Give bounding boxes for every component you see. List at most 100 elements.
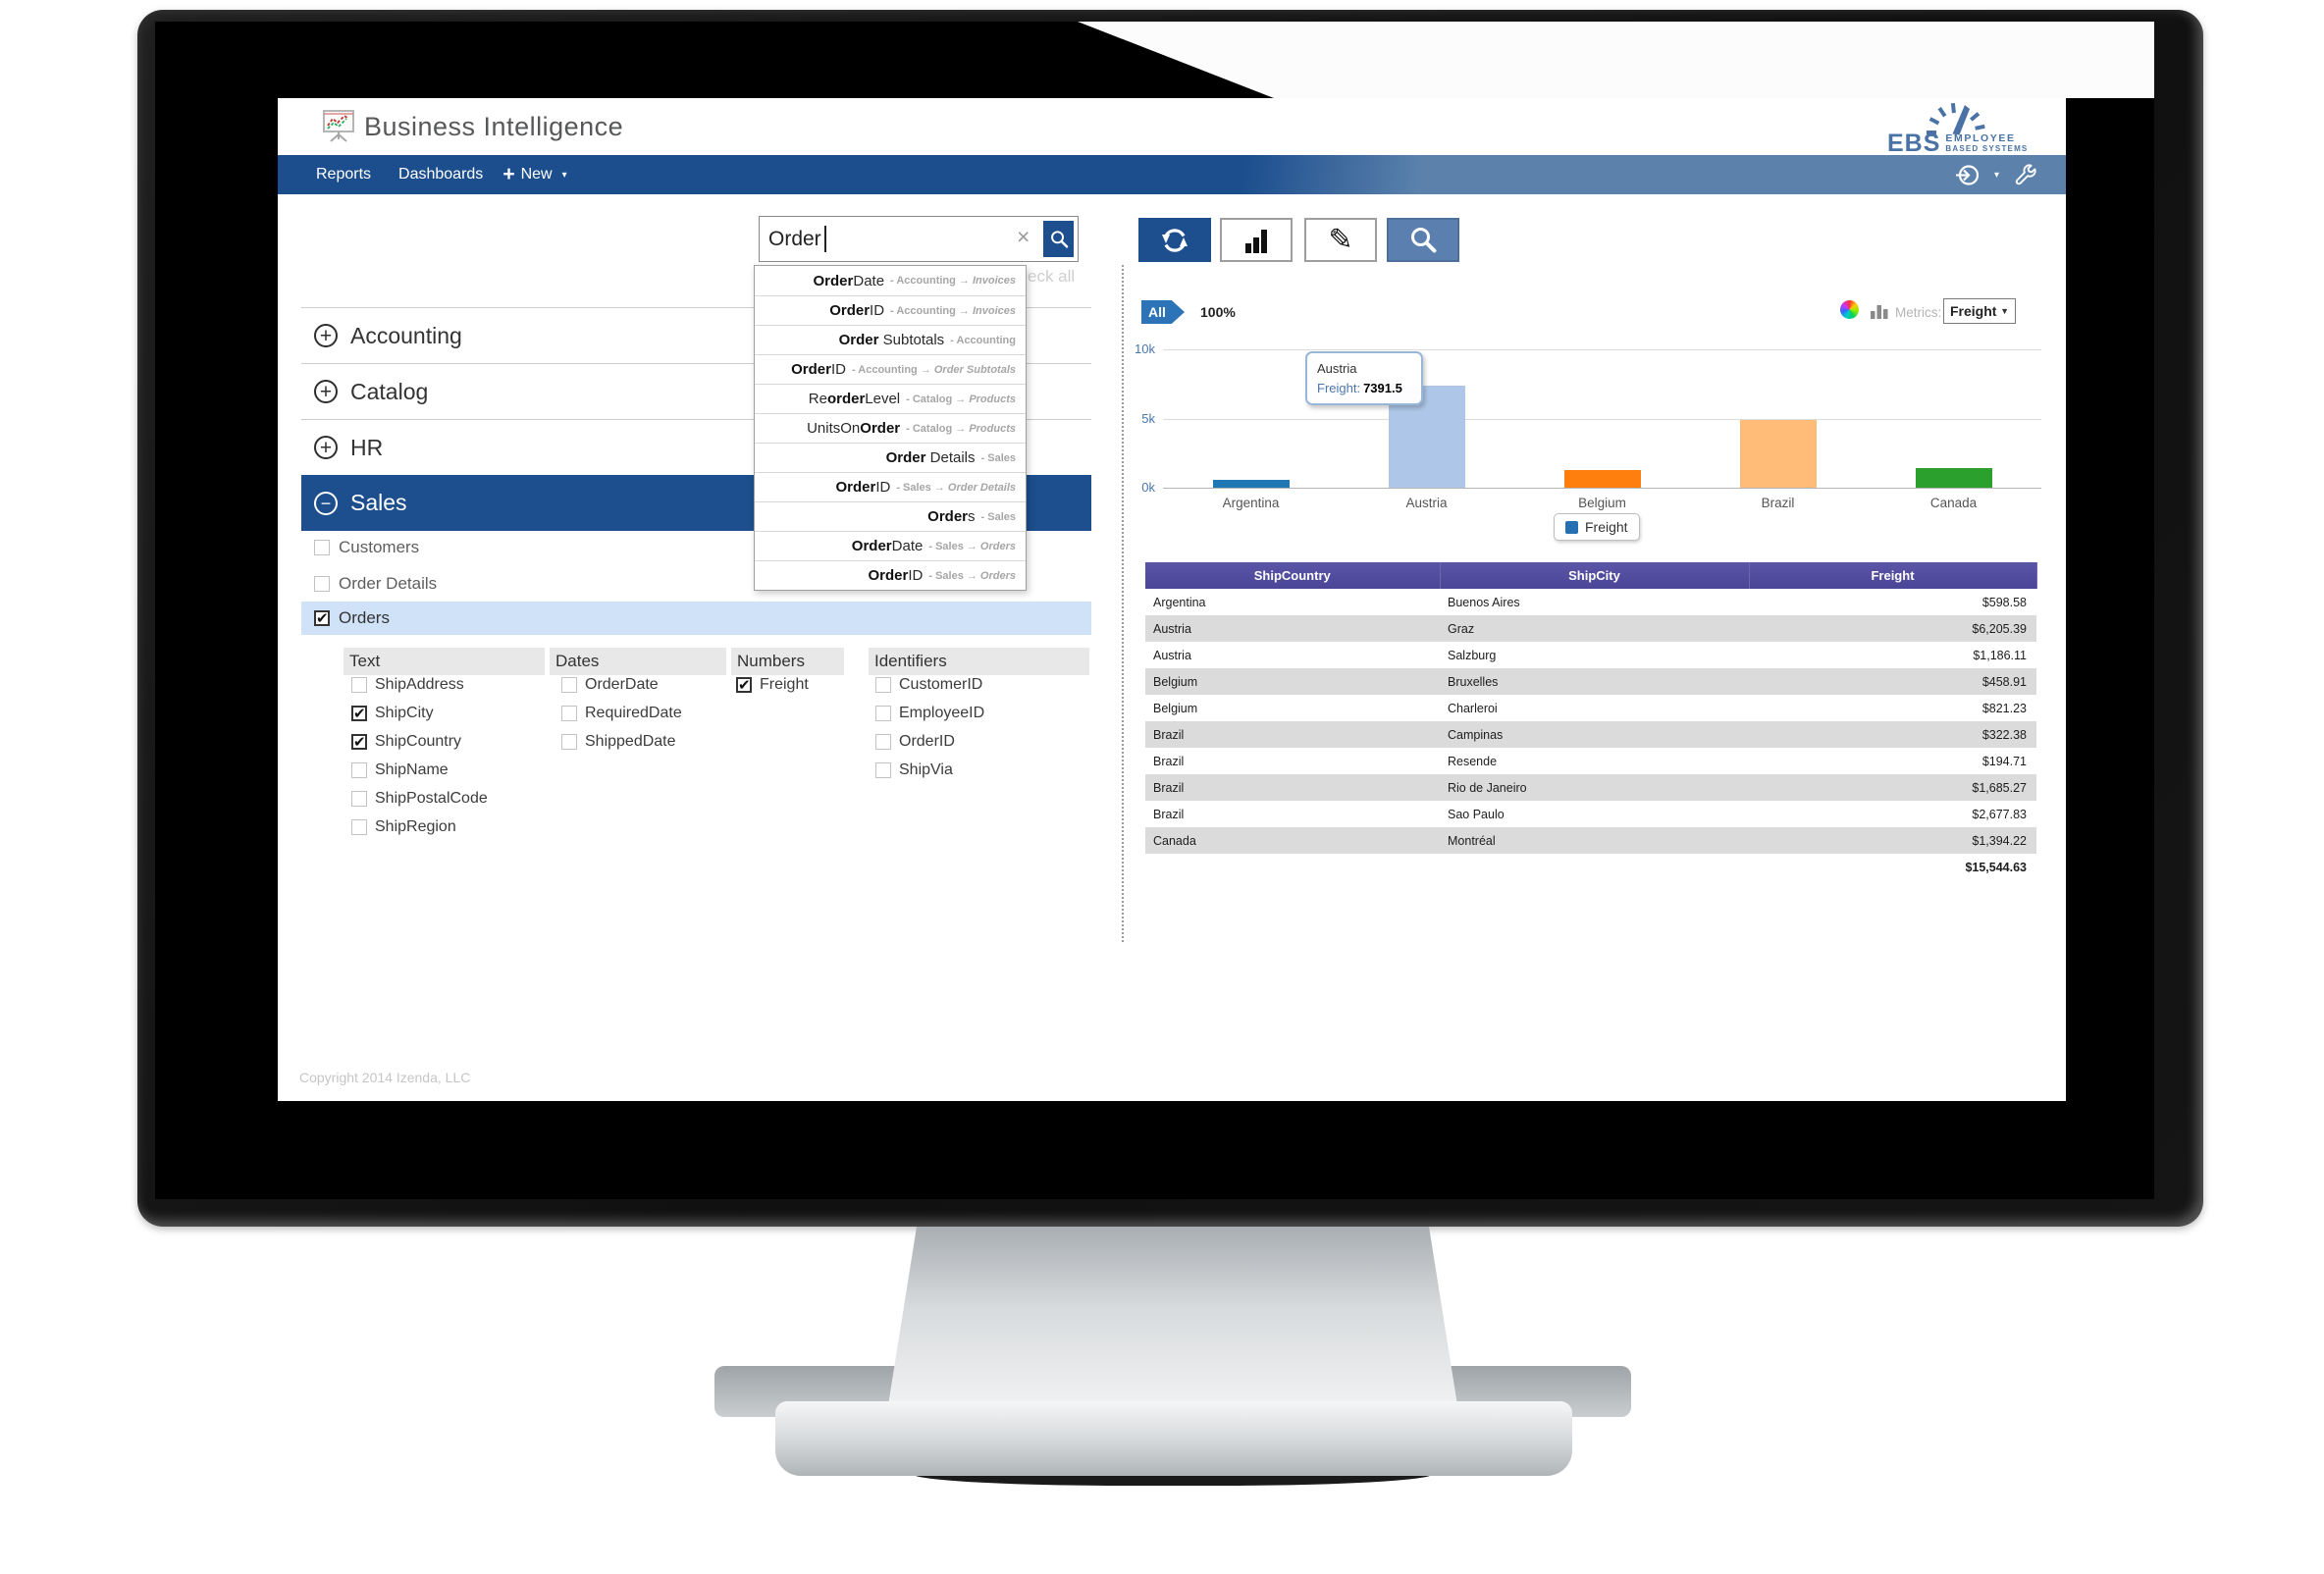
suggestion-text: OrderID	[835, 479, 891, 496]
suggestion-item[interactable]: ReorderLevel - Catalog → Products	[755, 384, 1026, 413]
search-button[interactable]	[1043, 221, 1074, 257]
tree-table-orders[interactable]: Orders	[301, 602, 1091, 635]
preview-button[interactable]	[1387, 218, 1459, 262]
checkbox[interactable]	[351, 733, 367, 751]
field-shipcity[interactable]: ShipCity	[351, 699, 488, 727]
login-icon[interactable]	[1954, 162, 1981, 188]
checkbox[interactable]	[561, 676, 577, 693]
suggestion-source: - Accounting → Order Subtotals	[851, 363, 1016, 376]
table-header: ShipCountry ShipCity Freight	[1145, 562, 2037, 589]
checkbox[interactable]	[351, 818, 367, 835]
checkbox[interactable]	[875, 705, 891, 721]
field-shipname[interactable]: ShipName	[351, 756, 488, 784]
nav-reports[interactable]: Reports	[316, 166, 372, 183]
clear-search-icon[interactable]: ×	[1017, 224, 1030, 249]
suggestion-item[interactable]: OrderID - Accounting → Invoices	[755, 295, 1026, 325]
checkbox[interactable]	[351, 705, 367, 722]
suggestion-item[interactable]: Orders - Sales	[755, 501, 1026, 531]
checkbox[interactable]	[351, 790, 367, 807]
checkbox[interactable]	[314, 609, 330, 627]
metrics-label: Metrics:	[1895, 305, 1942, 320]
field-shipaddress[interactable]: ShipAddress	[351, 670, 488, 699]
ebs-logo: EBS EMPLOYEE BASED SYSTEMS	[1887, 96, 2044, 156]
tree-table-customers[interactable]: Customers	[301, 533, 1091, 562]
suggestion-item[interactable]: OrderID - Accounting → Order Subtotals	[755, 354, 1026, 384]
chart-button[interactable]	[1220, 218, 1293, 262]
collapse-icon[interactable]	[314, 491, 338, 515]
column-header[interactable]: Freight	[1749, 562, 2037, 589]
bar-canada[interactable]	[1915, 468, 1992, 488]
table-label: Customers	[339, 538, 420, 556]
field-orderid[interactable]: OrderID	[875, 727, 984, 756]
panel-divider	[1122, 265, 1124, 942]
bar-brazil[interactable]	[1739, 420, 1817, 488]
suggestion-item[interactable]: OrderID - Sales → Order Details	[755, 472, 1026, 501]
nav-dashboards[interactable]: Dashboards	[398, 166, 484, 183]
settings-wrench-icon[interactable]	[2013, 163, 2037, 187]
presentation-chart-icon	[320, 106, 357, 148]
expand-icon[interactable]	[314, 380, 338, 403]
chevron-down-icon[interactable]: ▾	[561, 169, 567, 181]
table-cell: Brazil	[1153, 754, 1185, 768]
filter-all-badge[interactable]: All	[1141, 300, 1185, 324]
checkbox[interactable]	[875, 761, 891, 778]
column-header[interactable]: ShipCountry	[1145, 562, 1441, 589]
column-header[interactable]: ShipCity	[1440, 562, 1750, 589]
table-cell: Austria	[1153, 621, 1191, 636]
gridline	[1163, 418, 2041, 420]
checkbox[interactable]	[351, 676, 367, 693]
check-all-link[interactable]: eck all	[1028, 267, 1076, 286]
nav-new-button[interactable]: + New ▾	[502, 163, 566, 186]
field-requireddate[interactable]: RequiredDate	[561, 699, 682, 727]
field-shipcountry[interactable]: ShipCountry	[351, 727, 488, 756]
tree-table-order-details[interactable]: Order Details	[301, 569, 1091, 599]
expand-icon[interactable]	[314, 324, 338, 347]
chart-type-icon[interactable]	[1869, 301, 1890, 326]
checkbox[interactable]	[561, 705, 577, 721]
field-orderdate[interactable]: OrderDate	[561, 670, 682, 699]
search-input[interactable]	[759, 216, 1079, 262]
checkbox[interactable]	[875, 676, 891, 693]
bar-argentina[interactable]	[1212, 479, 1290, 488]
suggestion-item[interactable]: Order Subtotals - Accounting	[755, 325, 1026, 354]
suggestion-item[interactable]: OrderDate - Accounting → Invoices	[755, 266, 1026, 295]
metrics-select[interactable]: Freight ▼	[1943, 298, 2016, 324]
account-caret-icon[interactable]: ▾	[1994, 169, 2000, 181]
table-header-row: ShipCountry ShipCity Freight	[1145, 562, 2037, 589]
results-table: ShipCountry ShipCity Freight Argentina Buen…	[1145, 562, 2037, 880]
field-freight[interactable]: Freight	[736, 670, 809, 699]
checkbox[interactable]	[875, 733, 891, 750]
suggestion-item[interactable]: OrderID - Sales → Orders	[755, 560, 1026, 590]
expand-icon[interactable]	[314, 436, 338, 459]
table-label: Order Details	[339, 574, 438, 593]
checkbox[interactable]	[314, 576, 330, 592]
checkbox[interactable]	[561, 733, 577, 750]
suggestion-item[interactable]: Order Details - Sales	[755, 443, 1026, 472]
bar-belgium[interactable]	[1563, 469, 1641, 488]
table-cell: $821.23	[1981, 701, 2027, 715]
checkbox[interactable]	[736, 676, 752, 694]
suggestion-item[interactable]: OrderDate - Sales → Orders	[755, 531, 1026, 560]
chart-legend[interactable]: Freight	[1554, 513, 1640, 541]
field-customerid[interactable]: CustomerID	[875, 670, 984, 699]
legend-swatch	[1565, 520, 1578, 534]
suggestion-text: OrderDate	[813, 272, 885, 289]
field-shippostalcode[interactable]: ShipPostalCode	[351, 784, 488, 813]
edit-button[interactable]: ✎	[1304, 218, 1377, 262]
field-shippeddate[interactable]: ShippedDate	[561, 727, 682, 756]
gridline	[1163, 349, 2041, 350]
field-shipvia[interactable]: ShipVia	[875, 756, 984, 784]
checkbox[interactable]	[314, 540, 330, 555]
color-wheel-icon[interactable]	[1840, 300, 1859, 319]
field-employeeid[interactable]: EmployeeID	[875, 699, 984, 727]
tree-group-catalog[interactable]: Catalog	[301, 363, 1091, 419]
gauge-icon	[1915, 96, 1997, 140]
field-shipregion[interactable]: ShipRegion	[351, 813, 488, 841]
tree-group-hr[interactable]: HR	[301, 419, 1091, 475]
checkbox[interactable]	[351, 761, 367, 778]
screen-glare	[1078, 22, 2154, 98]
suggestion-item[interactable]: UnitsOnOrder - Catalog → Products	[755, 413, 1026, 443]
plus-icon: +	[502, 163, 515, 185]
refresh-button[interactable]	[1138, 218, 1211, 262]
tree-group-accounting[interactable]: Accounting	[301, 307, 1091, 363]
